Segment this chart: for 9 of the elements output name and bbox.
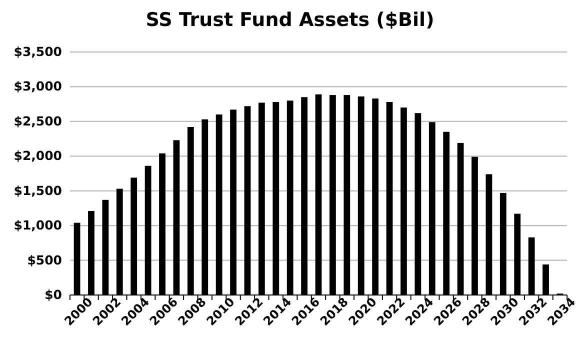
- y-tick-label: $3,500: [14, 44, 62, 59]
- y-tick-label: $500: [27, 252, 62, 268]
- y-tick-label: $2,500: [14, 113, 62, 128]
- y-tick-label: $1,500: [14, 182, 62, 198]
- y-tick-label: $2,000: [14, 148, 62, 164]
- y-tick-label: $1,000: [14, 218, 62, 233]
- chart-title: SS Trust Fund Assets ($Bil): [146, 9, 434, 31]
- y-tick-label: $0: [44, 287, 62, 302]
- y-tick-label: $3,000: [14, 78, 62, 94]
